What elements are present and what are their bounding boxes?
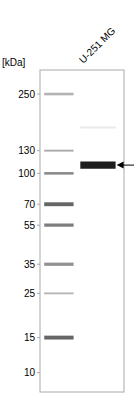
band	[44, 93, 73, 96]
tick-label: 130	[18, 145, 35, 156]
band	[44, 172, 73, 175]
band	[44, 292, 73, 294]
tick-label: 100	[18, 168, 35, 179]
band	[80, 162, 115, 169]
band	[44, 223, 73, 226]
tick-label: 15	[24, 332, 36, 343]
tick-label: 250	[18, 89, 35, 100]
tick-mark	[37, 204, 40, 205]
tick-label: 70	[24, 199, 36, 210]
tick-mark	[37, 293, 40, 294]
tick-label: 55	[24, 220, 36, 231]
tick-mark	[37, 150, 40, 151]
band	[80, 126, 115, 128]
band	[44, 336, 73, 340]
chart: 250 130 100 70 55 35 25 15 10 [kDa] U-251 MG	[0, 0, 136, 400]
arrow	[117, 162, 134, 169]
axis-label: [kDa]	[2, 57, 26, 68]
lane-label: U-251 MG	[77, 25, 118, 66]
plot-frame	[40, 70, 124, 392]
arrow-shaft	[123, 165, 134, 166]
tick-mark	[37, 264, 40, 265]
tick-mark	[37, 225, 40, 226]
tick-mark	[37, 94, 40, 95]
tick-mark	[37, 173, 40, 174]
tick-label: 25	[24, 288, 36, 299]
tick-mark	[37, 372, 40, 373]
arrow-head	[117, 162, 124, 169]
band	[44, 202, 73, 206]
band	[44, 263, 73, 266]
tick-label: 10	[24, 367, 36, 378]
bands	[44, 94, 115, 338]
tick-mark	[37, 337, 40, 338]
band	[44, 150, 73, 152]
tick-label: 35	[24, 259, 36, 270]
